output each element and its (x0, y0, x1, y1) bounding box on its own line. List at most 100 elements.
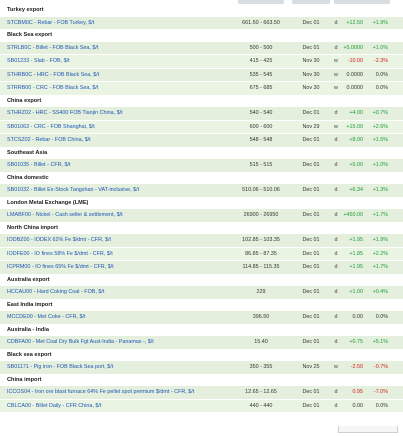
table-row[interactable]: STHRB0C - HRC - FOB Black Sea, $/t 535 - … (0, 68, 403, 82)
price-date: Dec 01 (302, 44, 320, 51)
price-range: 548 - 548 (249, 137, 273, 143)
price-symbol-link[interactable]: LMABF00 - Nickel - Cash seller & settlem… (7, 212, 123, 218)
price-symbol-link[interactable]: MCCDE00 - Met Coke - CFR, $/t (7, 314, 86, 320)
section-group: Southeast Asia SB01035 - Billet - CFR, $/… (0, 147, 403, 173)
price-change: -10.00 (347, 58, 363, 64)
table-row[interactable]: IODBZ00 - IODEX 62% Fe $/dmt - CFR, $/t 1… (0, 234, 403, 248)
percent-change: +0.4% (372, 289, 388, 295)
price-range: 86.85 - 87.35 (245, 250, 277, 257)
table-row[interactable]: LMABF00 - Nickel - Cash seller & settlem… (0, 209, 403, 223)
price-symbol-link[interactable]: STCBM0C - Rebar - FOB Turkey, $/t (7, 19, 95, 26)
assessment-period: d (334, 162, 338, 168)
table-row[interactable]: CBLCA00 - Billet Daily - CFR China, $/t 4… (0, 399, 403, 413)
table-row[interactable]: SB01035 - Billet - CFR, $/t 515 - 515 Dec … (0, 159, 403, 173)
table-row[interactable]: STRLB0C - Billet - FOB Black Sea, $/t 500… (0, 41, 403, 55)
table-footer-tab (338, 426, 398, 433)
price-symbol-link[interactable]: SB01233 - Slab - FOB, $/t (7, 58, 70, 64)
table-row[interactable]: STCSZ02 - Rebar - FOB China, $/t 548 - 54… (0, 134, 403, 148)
section-group: Australia export HCCAU00 - Hard Coking Co… (0, 274, 403, 300)
price-symbol-link[interactable]: HCCAU00 - Hard Coking Coal - FOB, $/t (7, 289, 105, 295)
percent-change: +2.2% (372, 250, 388, 257)
table-row[interactable]: STHRZ02 - HRC - SS400 FOB Tianjin China,… (0, 107, 403, 121)
section-title: Southeast Asia (0, 147, 403, 159)
price-change: +4.00 (349, 110, 363, 116)
section-title: Turkey export (0, 5, 403, 17)
price-symbol-link[interactable]: CDBFA00 - Met Coal Dry Bulk Fgt Aust-Ind… (7, 339, 154, 345)
assessment-period: w (334, 58, 338, 64)
table-row[interactable]: SB01063 - CRC - FOB Shanghai, $/t 600 - 6… (0, 120, 403, 134)
section-title: North China import (0, 222, 403, 234)
price-date: Dec 01 (302, 264, 320, 270)
table-row[interactable]: HCCAU00 - Hard Coking Coal - FOB, $/t 229… (0, 286, 403, 300)
price-change: +1.95 (349, 237, 363, 243)
assessment-period: d (334, 389, 338, 395)
price-range: 229 (256, 289, 266, 295)
assessment-period: w (334, 364, 338, 370)
table-row[interactable]: MCCDE00 - Met Coke - CFR, $/t 396.50 Dec 0… (0, 311, 403, 325)
price-symbol-link[interactable]: SB01035 - Billet - CFR, $/t (7, 162, 71, 168)
price-symbol-link[interactable]: SB01032 - Billet Ex-Stock Tangshan - VAT… (7, 187, 140, 193)
percent-change: +1.7% (372, 212, 388, 218)
price-symbol-link[interactable]: SB01063 - CRC - FOB Shanghai, $/t (7, 123, 95, 130)
price-date: Dec 01 (302, 289, 320, 295)
table-row[interactable]: SB01032 - Billet Ex-Stock Tangshan - VAT… (0, 184, 403, 198)
price-symbol-link[interactable]: IODBZ00 - IODEX 62% Fe $/dmt - CFR, $/t (7, 237, 111, 243)
price-change: +1.85 (349, 250, 363, 257)
section-title: London Metal Exchange (LME) (0, 197, 403, 209)
percent-change: +1.3% (372, 187, 388, 193)
price-range: 510.06 - 510.06 (242, 187, 280, 193)
price-range: 661.50 - 663.50 (242, 19, 280, 26)
price-date: Dec 01 (302, 187, 320, 193)
price-range: 114.85 - 115.35 (242, 264, 280, 270)
section-title: China domestic (0, 172, 403, 184)
percent-change: 0.0% (375, 71, 388, 78)
percent-change: +1.9% (372, 237, 388, 243)
percent-change: +0.7% (372, 110, 388, 116)
percent-change: -7.0% (373, 389, 388, 395)
price-change: +5.0000 (343, 44, 363, 51)
table-row[interactable]: STCBM0C - Rebar - FOB Turkey, $/t 661.50 … (0, 16, 403, 30)
price-symbol-link[interactable]: STRLB0C - Billet - FOB Black Sea, $/t (7, 44, 99, 51)
section-title: East India import (0, 299, 403, 311)
price-table: Turkey export STCBM0C - Rebar - FOB Turke… (0, 0, 403, 413)
section-group: China export STHRZ02 - HRC - SS400 FOB Ti… (0, 95, 403, 148)
table-row[interactable]: SB01171 - Pig iron - FOB Black Sea port,… (0, 361, 403, 375)
percent-change: 0.0% (375, 314, 388, 320)
price-symbol-link[interactable]: STHRB0C - HRC - FOB Black Sea, $/t (7, 71, 100, 78)
price-symbol-link[interactable]: STHRZ02 - HRC - SS400 FOB Tianjin China,… (7, 110, 123, 116)
percent-change: +1.5% (372, 137, 388, 143)
section-group: East India import MCCDE00 - Met Coke - CF… (0, 299, 403, 325)
assessment-period: d (334, 19, 338, 26)
header-cell-date (292, 0, 330, 4)
table-row[interactable]: ICCOS04 - Iron ore blast furnace 64% Fe … (0, 386, 403, 400)
price-date: Dec 01 (302, 402, 320, 409)
assessment-period: d (334, 44, 338, 51)
assessment-period: d (334, 402, 338, 409)
price-change: +12.50 (346, 19, 363, 26)
percent-change: +2.6% (372, 123, 388, 130)
table-row[interactable]: CDBFA00 - Met Coal Dry Bulk Fgt Aust-Ind… (0, 336, 403, 350)
table-row[interactable]: SB01233 - Slab - FOB, $/t 415 - 425 Nov 30… (0, 55, 403, 69)
assessment-period: d (334, 314, 338, 320)
table-row[interactable]: IODFE00 - IO fines 58% Fe $/dmt - CFR, $… (0, 247, 403, 261)
rows-container: Turkey export STCBM0C - Rebar - FOB Turke… (0, 5, 403, 413)
table-row[interactable]: ICPRM00 - IO fines 65% Fe $/dmt - CFR, $… (0, 261, 403, 275)
price-symbol-link[interactable]: ICPRM00 - IO fines 65% Fe $/dmt - CFR, $… (7, 264, 114, 270)
price-symbol-link[interactable]: STRRB00 - CRC - FOB Black Sea, $/t (7, 85, 99, 91)
price-symbol-link[interactable]: CBLCA00 - Billet Daily - CFR China, $/t (7, 402, 102, 409)
price-symbol-link[interactable]: IODFE00 - IO fines 58% Fe $/dmt - CFR, $… (7, 250, 113, 257)
price-date: Nov 30 (302, 85, 320, 91)
price-symbol-link[interactable]: ICCOS04 - Iron ore blast furnace 64% Fe … (7, 389, 195, 395)
section-group: Black sea export SB01171 - Pig iron - FOB… (0, 349, 403, 375)
percent-change: +1.9% (372, 19, 388, 26)
price-change: +0.75 (349, 339, 363, 345)
table-row[interactable]: STRRB00 - CRC - FOB Black Sea, $/t 675 - … (0, 82, 403, 96)
price-symbol-link[interactable]: SB01171 - Pig iron - FOB Black Sea port,… (7, 364, 114, 370)
assessment-period: d (334, 137, 338, 143)
price-date: Dec 01 (302, 314, 320, 320)
price-change: +15.00 (346, 123, 363, 130)
price-symbol-link[interactable]: STCSZ02 - Rebar - FOB China, $/t (7, 137, 91, 143)
price-range: 600 - 600 (249, 123, 273, 130)
price-date: Dec 01 (302, 339, 320, 345)
percent-change: +5.1% (372, 339, 388, 345)
